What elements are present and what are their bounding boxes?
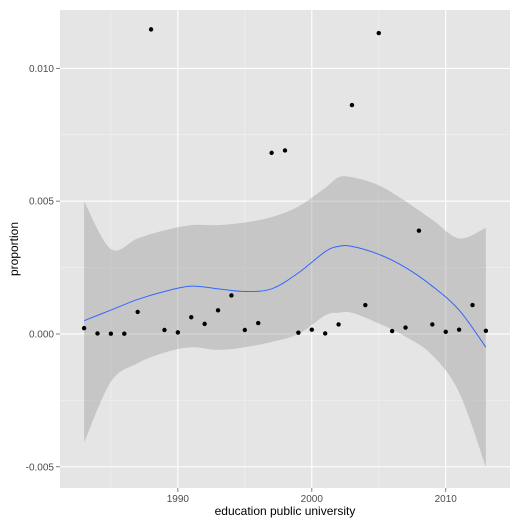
grid-minor	[60, 10, 510, 488]
data-point	[309, 327, 314, 332]
x-axis-ticks: 1990 2000 2010	[167, 488, 458, 505]
x-axis-title: education public university	[215, 504, 356, 518]
data-point	[376, 30, 381, 36]
x-tick-label: 2010	[435, 494, 458, 505]
data-point	[95, 331, 100, 336]
data-point	[256, 320, 261, 326]
data-point	[389, 328, 395, 334]
data-point	[443, 329, 448, 335]
data-point	[148, 27, 154, 32]
data-point	[122, 331, 127, 336]
data-point	[403, 325, 408, 330]
data-point	[242, 327, 248, 333]
data-point	[81, 325, 87, 331]
data-point	[296, 330, 301, 335]
data-point	[483, 328, 489, 333]
data-point	[456, 327, 462, 332]
grid-major	[60, 10, 510, 488]
data-point	[135, 309, 140, 315]
y-axis-ticks: -0.005 0.000 0.005 0.010	[26, 64, 60, 473]
x-tick-label: 1990	[167, 494, 190, 505]
y-axis-title: proportion	[7, 222, 21, 276]
confidence-ribbon	[84, 176, 486, 467]
data-point	[282, 148, 288, 153]
data-point	[336, 322, 341, 327]
data-point	[322, 331, 328, 336]
data-point	[416, 228, 422, 233]
x-tick-label: 2000	[301, 494, 324, 505]
y-tick-label: -0.005	[26, 462, 55, 473]
plot-panel	[60, 10, 510, 488]
y-tick-label: 0.000	[29, 329, 54, 340]
y-tick-label: 0.010	[29, 64, 54, 75]
data-point	[229, 293, 234, 298]
data-point	[108, 331, 114, 336]
data-point	[215, 308, 221, 313]
data-point	[175, 330, 181, 335]
data-point	[162, 327, 167, 333]
data-point	[470, 302, 475, 308]
data-point	[269, 150, 274, 156]
smooth-line	[83, 245, 487, 348]
data-point	[363, 302, 368, 308]
data-point	[202, 321, 207, 327]
y-tick-label: 0.005	[29, 197, 54, 208]
data-point	[430, 322, 435, 327]
data-points	[81, 27, 489, 336]
data-point	[189, 315, 194, 320]
data-point	[349, 102, 355, 108]
